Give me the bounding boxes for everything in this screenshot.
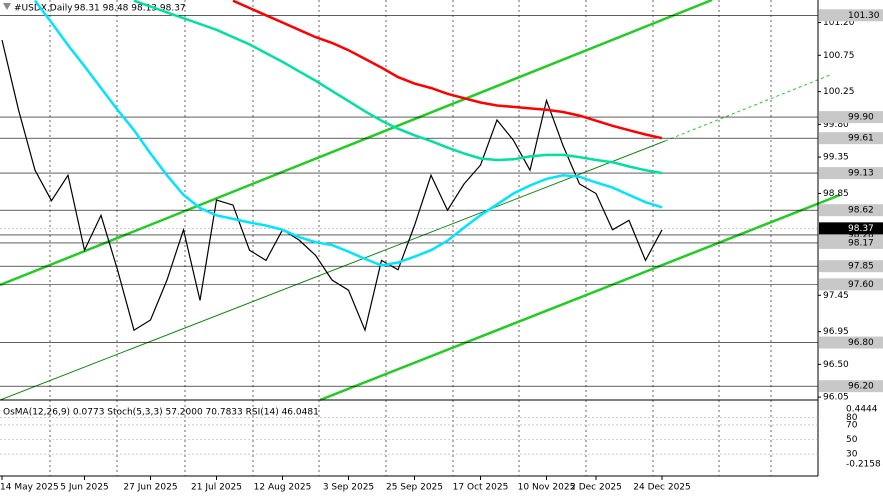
x-tick-label: 14 May 2025 — [0, 483, 59, 493]
x-tick-label: 12 Aug 2025 — [254, 483, 312, 493]
moving-average — [133, 0, 663, 175]
x-tick-label: 21 Jul 2025 — [191, 483, 242, 493]
x-tick-label: 25 Sep 2025 — [386, 483, 443, 493]
stoch-level-label: 30 — [846, 450, 858, 460]
x-tick-label: 2 Dec 2025 — [570, 483, 622, 493]
osma-tick-label: 0.4444 — [846, 405, 878, 415]
y-tick-label: 100.25 — [823, 87, 855, 97]
stoch-level-label: 50 — [846, 435, 858, 445]
level-box — [819, 380, 883, 393]
y-tick-label: 96.50 — [823, 360, 849, 370]
level-box — [819, 236, 883, 249]
price-line — [1, 39, 663, 333]
level-box — [819, 167, 883, 180]
moving-average — [232, 0, 663, 140]
level-label: 98.37 — [848, 224, 874, 234]
level-label: 96.20 — [848, 382, 874, 392]
y-tick-label: 98.85 — [823, 189, 849, 199]
x-tick-label: 27 Jun 2025 — [123, 483, 177, 493]
y-tick-label: 96.05 — [823, 393, 849, 403]
level-label: 101.30 — [848, 11, 880, 21]
level-box — [819, 9, 883, 22]
x-tick-label: 24 Dec 2025 — [633, 483, 691, 493]
level-label: 98.17 — [848, 238, 874, 248]
v-grid — [49, 0, 772, 476]
level-box — [819, 111, 883, 124]
level-label: 98.28 — [848, 230, 874, 240]
level-label: 97.85 — [848, 262, 874, 272]
ohlc: 98.31 98.48 98.13 98.37 — [74, 4, 186, 14]
y-tick-label: 99.80 — [823, 120, 849, 130]
level-label: 96.80 — [848, 338, 874, 348]
level-label: 99.13 — [848, 169, 874, 179]
level-label: 98.62 — [848, 206, 874, 216]
level-box — [819, 278, 883, 291]
osma-tick-label: -0.2158 — [846, 460, 881, 470]
trend-lines — [0, 0, 841, 402]
moving-average — [34, 0, 663, 267]
x-tick-label: 17 Oct 2025 — [453, 483, 509, 493]
x-tick-label: 3 Sep 2025 — [323, 483, 374, 493]
x-tick-label: 5 Jun 2025 — [60, 483, 108, 493]
level-box — [819, 336, 883, 349]
y-tick-label: 100.75 — [823, 51, 855, 61]
stoch-level-label: 70 — [846, 420, 858, 430]
level-box — [819, 260, 883, 273]
icon — [3, 3, 11, 10]
level-box — [819, 204, 883, 217]
level-label: 99.61 — [848, 134, 874, 144]
y-tick-label: 97.45 — [823, 291, 849, 301]
level-box — [819, 132, 883, 145]
y-tick-label: 96.95 — [823, 327, 849, 337]
level-label: 97.60 — [848, 280, 874, 290]
y-tick-label: 101.20 — [823, 18, 855, 28]
level-label: 99.90 — [848, 113, 874, 123]
stoch-level-label: 80 — [846, 413, 858, 423]
y-tick-label: 99.35 — [823, 153, 849, 163]
chart-title: #USDX,Daily — [14, 4, 73, 14]
level-box — [819, 222, 883, 235]
x-tick-label: 10 Nov 2025 — [518, 483, 576, 493]
indicator-label: OsMA(12,26,9) 0.0773 Stoch(5,3,3) 57.200… — [3, 408, 319, 418]
